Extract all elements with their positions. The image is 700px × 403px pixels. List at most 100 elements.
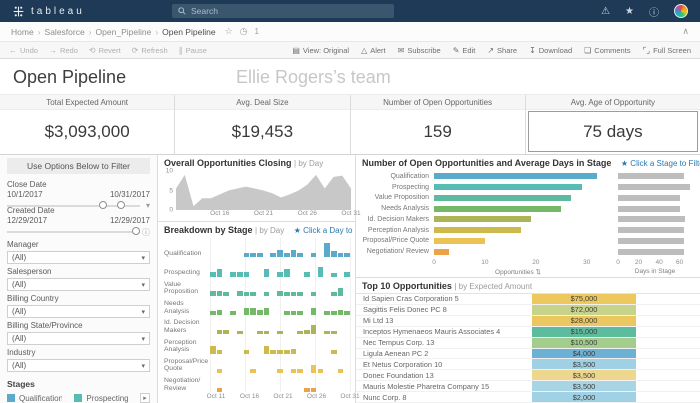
bar[interactable] (330, 349, 337, 354)
bar[interactable] (263, 330, 270, 335)
bar[interactable] (277, 271, 283, 277)
bar[interactable] (263, 269, 270, 277)
bar[interactable] (290, 369, 297, 373)
bar[interactable] (330, 250, 337, 258)
bar[interactable] (337, 310, 344, 315)
bar[interactable] (304, 329, 310, 335)
bar[interactable] (324, 311, 330, 315)
bar[interactable] (344, 252, 351, 258)
table-row[interactable]: Donec Foundation 13 $3,500 (356, 370, 700, 382)
slider-handle[interactable] (117, 201, 126, 209)
bar[interactable] (243, 292, 250, 296)
filter-select-manager[interactable]: (All) ▾ (7, 251, 150, 264)
toolbar-button-share[interactable]: ↗ Share (487, 46, 517, 55)
days-bar[interactable] (618, 184, 690, 191)
bar[interactable] (210, 291, 216, 296)
table-row[interactable]: Mi Ltd 13 $28,000 (356, 315, 700, 327)
bar[interactable] (216, 269, 223, 277)
bar[interactable] (283, 292, 290, 296)
bar[interactable] (223, 329, 230, 335)
opportunities-bar[interactable] (434, 227, 521, 234)
bar[interactable] (304, 388, 310, 392)
bar[interactable] (297, 311, 304, 315)
opportunities-bar[interactable] (434, 184, 582, 191)
bar[interactable] (310, 365, 317, 373)
breakdown-row-needs-analysis[interactable]: Needs Analysis (158, 295, 355, 315)
filter-select-salesperson[interactable]: (All) ▾ (7, 278, 150, 291)
bar[interactable] (250, 252, 256, 258)
bar[interactable] (216, 329, 223, 335)
table-row[interactable]: Nec Tempus Corp. 13 $10,500 (356, 337, 700, 349)
table-row[interactable]: Sagittis Felis Donec PC 8 $72,000 (356, 304, 700, 316)
stage-bar-row-negotiation-review[interactable]: Negotiation/ Review (356, 246, 700, 257)
toolbar-button-redo[interactable]: → Redo (49, 46, 78, 55)
bar[interactable] (344, 271, 351, 277)
breakdown-row-id-decision-makers[interactable]: Id. Decision Makers (158, 315, 355, 335)
slider-caret-icon[interactable]: ▾ (145, 201, 150, 210)
table-row[interactable]: Nunc Corp. 8 $2,000 (356, 392, 700, 403)
bar[interactable] (290, 348, 297, 354)
opportunities-bar[interactable] (434, 173, 597, 180)
breakdown-row-negotiation-review[interactable]: Negotiation/ Review (158, 372, 355, 392)
toolbar-button-undo[interactable]: ← Undo (9, 46, 38, 55)
kpi-card-avg-age-of-opportunity[interactable]: Avg. Age of Opportunity 75 days (525, 95, 700, 154)
bar[interactable] (283, 349, 290, 354)
search-input[interactable]: Search (172, 4, 394, 18)
slider-handle[interactable] (98, 201, 107, 209)
stage-bar-row-proposal-price-quote[interactable]: Proposal/Price Quote (356, 236, 700, 247)
bar[interactable] (290, 292, 297, 296)
bar[interactable] (277, 330, 283, 335)
stage-bar-row-prospecting[interactable]: Prospecting (356, 182, 700, 193)
bar[interactable] (270, 349, 277, 354)
bar[interactable] (263, 307, 270, 315)
bar[interactable] (216, 310, 223, 315)
bar[interactable] (283, 269, 290, 277)
bar[interactable] (283, 252, 290, 258)
bar[interactable] (310, 292, 317, 296)
bar[interactable] (290, 250, 297, 258)
days-bar[interactable] (618, 227, 684, 234)
info-icon[interactable]: ⓘ (649, 7, 659, 19)
toolbar-button-revert[interactable]: ⟲ Revert (89, 46, 121, 55)
kpi-card-total-expected-amount[interactable]: Total Expected Amount $3,093,000 (0, 95, 175, 154)
bar[interactable] (243, 307, 250, 315)
toolbar-button-edit[interactable]: ✎ Edit (453, 46, 476, 55)
favorites-star-icon[interactable]: ★ (625, 5, 634, 17)
bar[interactable] (317, 267, 324, 277)
bar[interactable] (283, 311, 290, 315)
toolbar-button-full-screen[interactable]: ⌜⌟ Full Screen (643, 46, 691, 55)
bar[interactable] (210, 271, 216, 277)
bar[interactable] (243, 271, 250, 277)
table-row[interactable]: Inceptos Hymenaeos Mauris Associates 4 $1… (356, 326, 700, 338)
filter-select-billing-country[interactable]: (All) ▾ (7, 305, 150, 318)
bar[interactable] (277, 291, 283, 296)
toolbar-button-refresh[interactable]: ⟳ Refresh (132, 46, 168, 55)
breakdown-row-proposal-price-quote[interactable]: Proposal/Price Quote (158, 353, 355, 373)
opportunities-bar[interactable] (434, 194, 572, 201)
breadcrumb-item-home[interactable]: Home (11, 26, 34, 37)
toolbar-button-pause[interactable]: ∥ Pause (179, 46, 207, 55)
toolbar-button-alert[interactable]: △ Alert (361, 46, 386, 55)
breadcrumb-item-open-pipeline[interactable]: Open_Pipeline (95, 26, 152, 37)
bar[interactable] (210, 346, 216, 354)
bar[interactable] (230, 271, 236, 277)
filter-info-icon[interactable]: ⓘ (142, 228, 150, 237)
bar[interactable] (223, 292, 230, 296)
filter-select-industry[interactable]: (All) ▾ (7, 359, 150, 372)
days-bar[interactable] (618, 248, 684, 255)
bar[interactable] (330, 311, 337, 315)
bar[interactable] (210, 311, 216, 315)
bar[interactable] (330, 272, 337, 277)
slider-handle[interactable] (131, 226, 140, 235)
tableau-logo[interactable]: tableau (12, 5, 85, 18)
opportunities-bar[interactable] (434, 248, 450, 255)
breadcrumb-item-open-pipeline[interactable]: Open Pipeline (162, 26, 216, 37)
stage-bar-row-value-proposition[interactable]: Value Proposition (356, 193, 700, 204)
warning-icon[interactable]: ⚠ (601, 5, 611, 17)
bar[interactable] (216, 349, 223, 354)
bar[interactable] (317, 369, 324, 373)
bar[interactable] (337, 369, 344, 373)
bar[interactable] (297, 330, 304, 335)
stage-filter-hint[interactable]: ★ Click a Stage to Filter (620, 159, 700, 168)
bar[interactable] (324, 330, 330, 335)
